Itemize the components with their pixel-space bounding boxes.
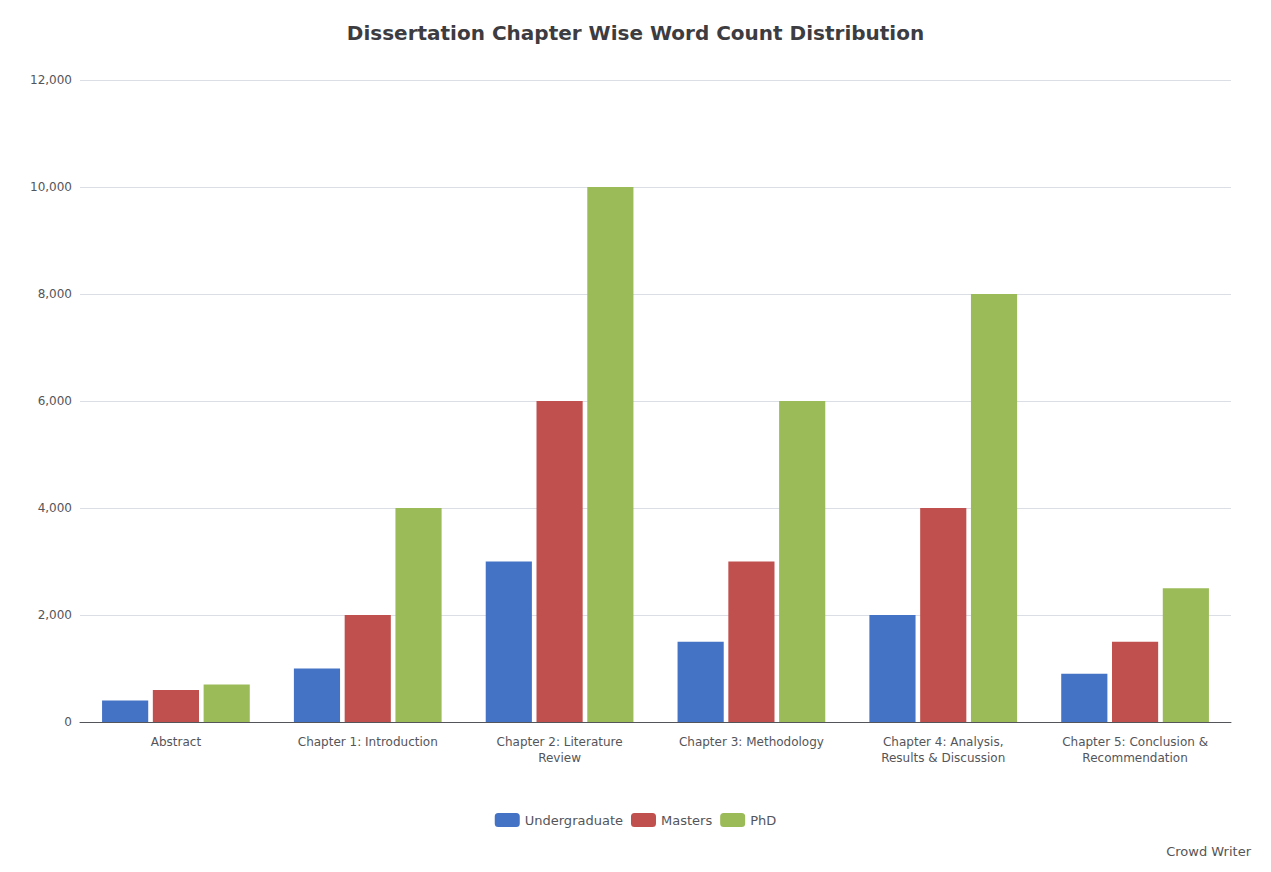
- svg-text:Chapter 4: Analysis,: Chapter 4: Analysis,: [883, 735, 1004, 749]
- svg-text:Chapter 3: Methodology: Chapter 3: Methodology: [679, 735, 824, 749]
- svg-text:4,000: 4,000: [38, 501, 72, 515]
- svg-text:Abstract: Abstract: [151, 735, 202, 749]
- svg-text:12,000: 12,000: [30, 73, 72, 87]
- svg-text:2,000: 2,000: [38, 608, 72, 622]
- svg-text:Chapter 1: Introduction: Chapter 1: Introduction: [298, 735, 438, 749]
- svg-text:Masters: Masters: [661, 813, 712, 828]
- svg-text:Chapter 2: Literature: Chapter 2: Literature: [497, 735, 623, 749]
- svg-text:Chapter 5: Conclusion &: Chapter 5: Conclusion &: [1062, 735, 1208, 749]
- svg-text:Undergraduate: Undergraduate: [525, 813, 623, 828]
- svg-text:0: 0: [64, 715, 72, 729]
- svg-text:Results & Discussion: Results & Discussion: [881, 751, 1005, 765]
- svg-text:Dissertation Chapter Wise Word: Dissertation Chapter Wise Word Count Dis…: [347, 21, 924, 45]
- svg-text:Recommendation: Recommendation: [1082, 751, 1187, 765]
- svg-text:Crowd Writer: Crowd Writer: [1166, 844, 1251, 859]
- svg-text:6,000: 6,000: [38, 394, 72, 408]
- svg-text:PhD: PhD: [750, 813, 776, 828]
- svg-text:10,000: 10,000: [30, 180, 72, 194]
- svg-text:Review: Review: [538, 751, 581, 765]
- svg-text:8,000: 8,000: [38, 287, 72, 301]
